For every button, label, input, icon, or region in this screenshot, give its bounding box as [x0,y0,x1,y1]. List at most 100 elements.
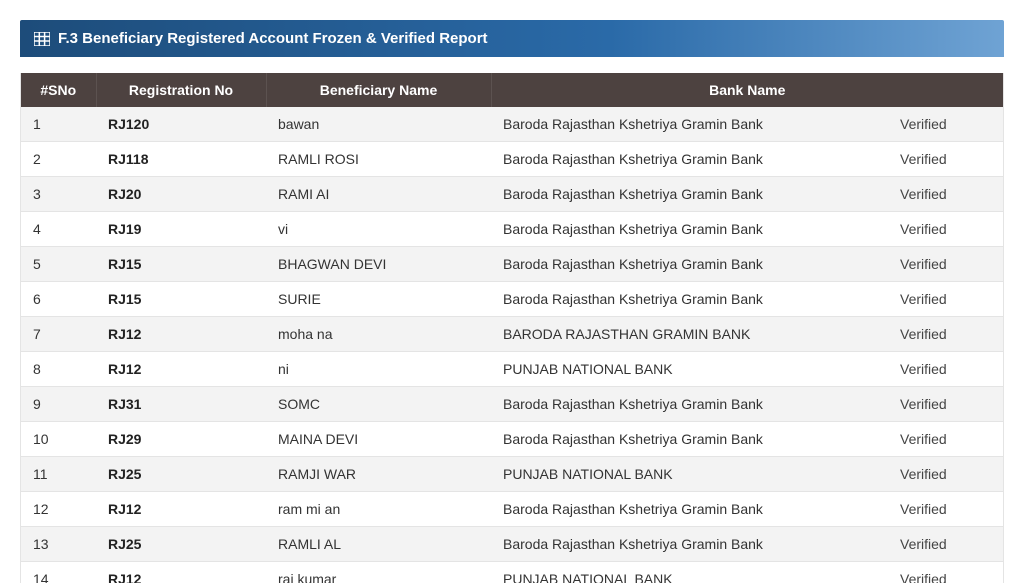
table-row[interactable]: 4RJ19viBaroda Rajasthan Kshetriya Gramin… [21,212,1003,247]
cell-bank-name: Baroda Rajasthan Kshetriya Gramin Bank [491,142,888,177]
table-row[interactable]: 13RJ25RAMLI ALBaroda Rajasthan Kshetriya… [21,527,1003,562]
table-row[interactable]: 11RJ25RAMJI WARPUNJAB NATIONAL BANKVerif… [21,457,1003,492]
cell-bank-name: Baroda Rajasthan Kshetriya Gramin Bank [491,527,888,562]
table-grid-icon [34,32,50,46]
cell-status: Verified [888,492,973,527]
cell-status: Verified [888,387,973,422]
cell-bank-name: Baroda Rajasthan Kshetriya Gramin Bank [491,177,888,212]
cell-status: Verified [888,142,973,177]
cell-registration-no: RJ31 [96,387,266,422]
table-header-row: #SNo Registration No Beneficiary Name Ba… [21,73,1003,107]
cell-extra [973,212,1003,247]
table-row[interactable]: 3RJ20RAMI AIBaroda Rajasthan Kshetriya G… [21,177,1003,212]
cell-extra [973,107,1003,142]
cell-sno: 6 [21,282,96,317]
cell-status: Verified [888,247,973,282]
cell-status: Verified [888,177,973,212]
cell-registration-no: RJ118 [96,142,266,177]
cell-status: Verified [888,317,973,352]
cell-registration-no: RJ12 [96,562,266,584]
cell-extra [973,422,1003,457]
cell-extra [973,527,1003,562]
cell-beneficiary-name: BHAGWAN DEVI [266,247,491,282]
cell-bank-name: Baroda Rajasthan Kshetriya Gramin Bank [491,282,888,317]
cell-status: Verified [888,562,973,584]
cell-bank-name: Baroda Rajasthan Kshetriya Gramin Bank [491,247,888,282]
table-row[interactable]: 9RJ31SOMCBaroda Rajasthan Kshetriya Gram… [21,387,1003,422]
cell-bank-name: Baroda Rajasthan Kshetriya Gramin Bank [491,492,888,527]
cell-extra [973,247,1003,282]
cell-extra [973,562,1003,584]
cell-beneficiary-name: bawan [266,107,491,142]
cell-bank-name: Baroda Rajasthan Kshetriya Gramin Bank [491,107,888,142]
report-panel: F.3 Beneficiary Registered Account Froze… [20,20,1004,583]
cell-sno: 3 [21,177,96,212]
table-scroll-region[interactable]: #SNo Registration No Beneficiary Name Ba… [20,73,1004,583]
cell-bank-name: PUNJAB NATIONAL BANK [491,352,888,387]
col-header-reg: Registration No [96,73,266,107]
cell-sno: 2 [21,142,96,177]
cell-bank-name: PUNJAB NATIONAL BANK [491,562,888,584]
cell-beneficiary-name: moha na [266,317,491,352]
cell-sno: 5 [21,247,96,282]
cell-status: Verified [888,107,973,142]
table-row[interactable]: 6RJ15SURIEBaroda Rajasthan Kshetriya Gra… [21,282,1003,317]
cell-sno: 9 [21,387,96,422]
cell-beneficiary-name: SURIE [266,282,491,317]
cell-sno: 13 [21,527,96,562]
panel-header: F.3 Beneficiary Registered Account Froze… [20,20,1004,57]
cell-beneficiary-name: raj kumar [266,562,491,584]
cell-registration-no: RJ25 [96,457,266,492]
cell-beneficiary-name: SOMC [266,387,491,422]
cell-sno: 4 [21,212,96,247]
beneficiary-table: #SNo Registration No Beneficiary Name Ba… [21,73,1003,583]
cell-beneficiary-name: RAMI AI [266,177,491,212]
cell-status: Verified [888,457,973,492]
cell-extra [973,492,1003,527]
cell-registration-no: RJ15 [96,247,266,282]
cell-sno: 10 [21,422,96,457]
cell-registration-no: RJ19 [96,212,266,247]
panel-title: F.3 Beneficiary Registered Account Froze… [58,30,488,47]
cell-beneficiary-name: ram mi an [266,492,491,527]
cell-registration-no: RJ25 [96,527,266,562]
table-row[interactable]: 1RJ120bawanBaroda Rajasthan Kshetriya Gr… [21,107,1003,142]
cell-beneficiary-name: RAMLI ROSI [266,142,491,177]
cell-status: Verified [888,422,973,457]
table-row[interactable]: 5RJ15BHAGWAN DEVIBaroda Rajasthan Kshetr… [21,247,1003,282]
cell-beneficiary-name: RAMJI WAR [266,457,491,492]
table-row[interactable]: 12RJ12ram mi anBaroda Rajasthan Kshetriy… [21,492,1003,527]
cell-status: Verified [888,282,973,317]
table-row[interactable]: 8RJ12niPUNJAB NATIONAL BANKVerified [21,352,1003,387]
cell-beneficiary-name: ni [266,352,491,387]
cell-sno: 1 [21,107,96,142]
cell-extra [973,457,1003,492]
cell-status: Verified [888,527,973,562]
col-header-sno: #SNo [21,73,96,107]
cell-status: Verified [888,352,973,387]
cell-sno: 7 [21,317,96,352]
table-row[interactable]: 10RJ29MAINA DEVIBaroda Rajasthan Kshetri… [21,422,1003,457]
cell-status: Verified [888,212,973,247]
cell-bank-name: Baroda Rajasthan Kshetriya Gramin Bank [491,387,888,422]
cell-registration-no: RJ12 [96,352,266,387]
cell-bank-name: Baroda Rajasthan Kshetriya Gramin Bank [491,422,888,457]
cell-bank-name: BARODA RAJASTHAN GRAMIN BANK [491,317,888,352]
cell-beneficiary-name: vi [266,212,491,247]
cell-extra [973,317,1003,352]
cell-registration-no: RJ12 [96,317,266,352]
cell-bank-name: PUNJAB NATIONAL BANK [491,457,888,492]
cell-registration-no: RJ20 [96,177,266,212]
cell-sno: 14 [21,562,96,584]
cell-sno: 11 [21,457,96,492]
cell-extra [973,352,1003,387]
table-row[interactable]: 14RJ12raj kumarPUNJAB NATIONAL BANKVerif… [21,562,1003,584]
cell-beneficiary-name: MAINA DEVI [266,422,491,457]
table-row[interactable]: 7RJ12moha naBARODA RAJASTHAN GRAMIN BANK… [21,317,1003,352]
cell-extra [973,142,1003,177]
table-row[interactable]: 2RJ118RAMLI ROSIBaroda Rajasthan Kshetri… [21,142,1003,177]
cell-extra [973,387,1003,422]
cell-registration-no: RJ12 [96,492,266,527]
col-header-bank: Bank Name [491,73,1003,107]
col-header-name: Beneficiary Name [266,73,491,107]
